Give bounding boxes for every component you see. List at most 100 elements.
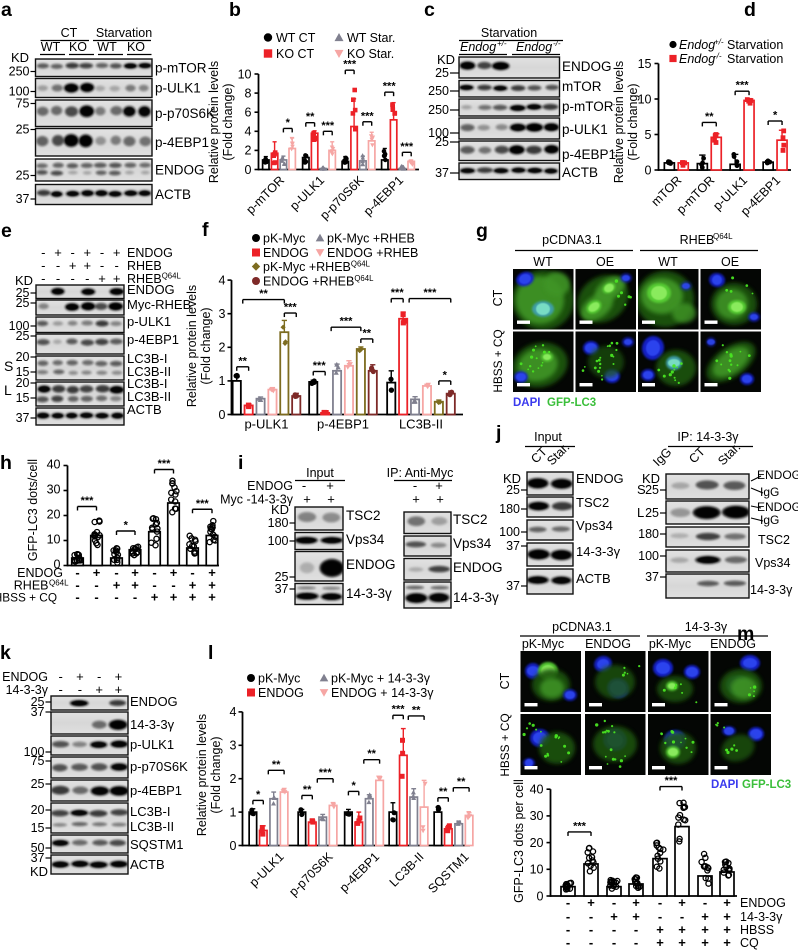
- svg-text:**: **: [705, 111, 714, 123]
- svg-text:ACTB: ACTB: [576, 571, 611, 586]
- svg-text:+: +: [723, 909, 731, 924]
- svg-text:-: -: [75, 590, 79, 605]
- svg-text:+: +: [113, 245, 121, 260]
- svg-text:14-3-3γ: 14-3-3γ: [750, 583, 793, 597]
- svg-text:-: -: [566, 895, 570, 910]
- svg-text:KD: KD: [30, 864, 48, 879]
- svg-text:+: +: [632, 909, 640, 924]
- svg-text:100: 100: [268, 534, 289, 548]
- svg-text:m: m: [737, 623, 754, 645]
- svg-text:37: 37: [31, 851, 45, 865]
- svg-text:***: ***: [400, 141, 414, 153]
- svg-text:+: +: [208, 578, 216, 593]
- svg-text:+: +: [701, 909, 709, 924]
- svg-text:-/-: -/-: [553, 39, 561, 48]
- svg-text:+: +: [115, 669, 123, 684]
- svg-text:Relative protein levels: Relative protein levels: [207, 61, 221, 183]
- svg-text:**: **: [439, 786, 448, 798]
- svg-text:HBSS: HBSS: [740, 923, 774, 937]
- svg-text:ENDOG: ENDOG: [127, 282, 175, 297]
- svg-text:Q64L: Q64L: [713, 232, 733, 241]
- svg-text:CT: CT: [498, 672, 512, 689]
- svg-text:pCDNA3.1: pCDNA3.1: [552, 620, 612, 634]
- svg-text:***: ***: [392, 704, 406, 716]
- svg-text:Relative protein levels: Relative protein levels: [612, 61, 626, 183]
- svg-text:+: +: [678, 922, 686, 937]
- svg-text:+: +: [54, 245, 62, 260]
- svg-text:-: -: [100, 245, 104, 260]
- svg-text:-: -: [56, 258, 60, 273]
- svg-text:Vps34: Vps34: [346, 532, 385, 547]
- svg-text:0: 0: [54, 558, 61, 572]
- svg-text:Starvation: Starvation: [481, 26, 537, 40]
- svg-text:+: +: [208, 565, 216, 580]
- svg-text:Vps34: Vps34: [453, 536, 492, 551]
- svg-text:20: 20: [31, 803, 45, 817]
- svg-text:+: +: [95, 682, 103, 697]
- svg-text:-: -: [41, 271, 45, 286]
- svg-text:ENDOG: ENDOG: [576, 471, 624, 486]
- svg-text:+: +: [632, 895, 640, 910]
- svg-text:***: ***: [196, 498, 210, 510]
- svg-text:100: 100: [428, 126, 449, 140]
- svg-text:25: 25: [31, 695, 45, 709]
- svg-text:**: **: [259, 288, 268, 300]
- svg-text:20: 20: [16, 350, 30, 364]
- svg-text:-: -: [589, 922, 593, 937]
- svg-text:RHEB: RHEB: [14, 579, 49, 593]
- svg-text:h: h: [0, 452, 12, 474]
- svg-text:ACTB: ACTB: [155, 187, 191, 202]
- svg-text:+: +: [84, 245, 92, 260]
- svg-text:-: -: [413, 478, 417, 493]
- svg-text:Q64L: Q64L: [49, 579, 69, 588]
- svg-text:-: -: [589, 935, 593, 950]
- svg-text:ENDOG: ENDOG: [453, 560, 503, 575]
- svg-text:g: g: [476, 220, 488, 242]
- svg-text:**: **: [238, 355, 247, 367]
- svg-text:-: -: [302, 478, 306, 493]
- svg-text:d: d: [744, 0, 756, 21]
- svg-text:***: ***: [81, 495, 95, 507]
- svg-text:14-3-3γ: 14-3-3γ: [740, 910, 783, 924]
- svg-text:*: *: [443, 369, 448, 381]
- svg-text:***: ***: [158, 458, 172, 470]
- svg-text:*: *: [286, 117, 291, 129]
- svg-text:p-mTOR: p-mTOR: [155, 60, 207, 75]
- svg-text:k: k: [0, 642, 11, 664]
- svg-text:p-4EBP1: p-4EBP1: [130, 783, 182, 798]
- svg-text:GFP-LC3: GFP-LC3: [547, 397, 596, 409]
- svg-text:(Fold change): (Fold change): [199, 307, 213, 384]
- svg-text:***: ***: [313, 360, 327, 372]
- svg-text:-: -: [680, 909, 684, 924]
- svg-text:+: +: [113, 578, 121, 593]
- svg-text:-: -: [152, 578, 156, 593]
- svg-text:-: -: [70, 245, 74, 260]
- svg-text:WT Star.: WT Star.: [347, 31, 395, 45]
- svg-text:pK-Myc + 14-3-3γ: pK-Myc + 14-3-3γ: [331, 672, 431, 686]
- svg-text:KO CT: KO CT: [276, 47, 315, 61]
- svg-text:+: +: [701, 935, 709, 950]
- svg-text:Vps34: Vps34: [576, 518, 613, 533]
- svg-text:KD: KD: [15, 273, 33, 288]
- svg-text:15: 15: [31, 821, 45, 835]
- svg-text:+/-: +/-: [497, 39, 507, 48]
- svg-text:*: *: [256, 789, 261, 801]
- svg-text:KO: KO: [69, 40, 87, 54]
- svg-text:(Fold change): (Fold change): [626, 83, 640, 160]
- svg-text:-: -: [566, 935, 570, 950]
- svg-text:LC3B-I: LC3B-I: [127, 376, 167, 391]
- svg-text:ENDOG: ENDOG: [562, 59, 612, 74]
- svg-text:25: 25: [645, 483, 659, 497]
- svg-text:25: 25: [506, 483, 520, 497]
- svg-text:+: +: [69, 258, 77, 273]
- svg-text:10: 10: [238, 67, 252, 81]
- svg-text:pK-Myc: pK-Myc: [522, 637, 564, 651]
- svg-text:15: 15: [16, 365, 30, 379]
- svg-text:-: -: [78, 682, 82, 697]
- svg-text:+: +: [326, 478, 334, 493]
- svg-text:-: -: [658, 895, 662, 910]
- svg-text:-: -: [75, 565, 79, 580]
- svg-text:pK-Myc +RHEBQ64L: pK-Myc +RHEBQ64L: [263, 260, 371, 274]
- svg-text:50: 50: [31, 841, 45, 855]
- svg-text:HBSS + CQ: HBSS + CQ: [0, 591, 57, 605]
